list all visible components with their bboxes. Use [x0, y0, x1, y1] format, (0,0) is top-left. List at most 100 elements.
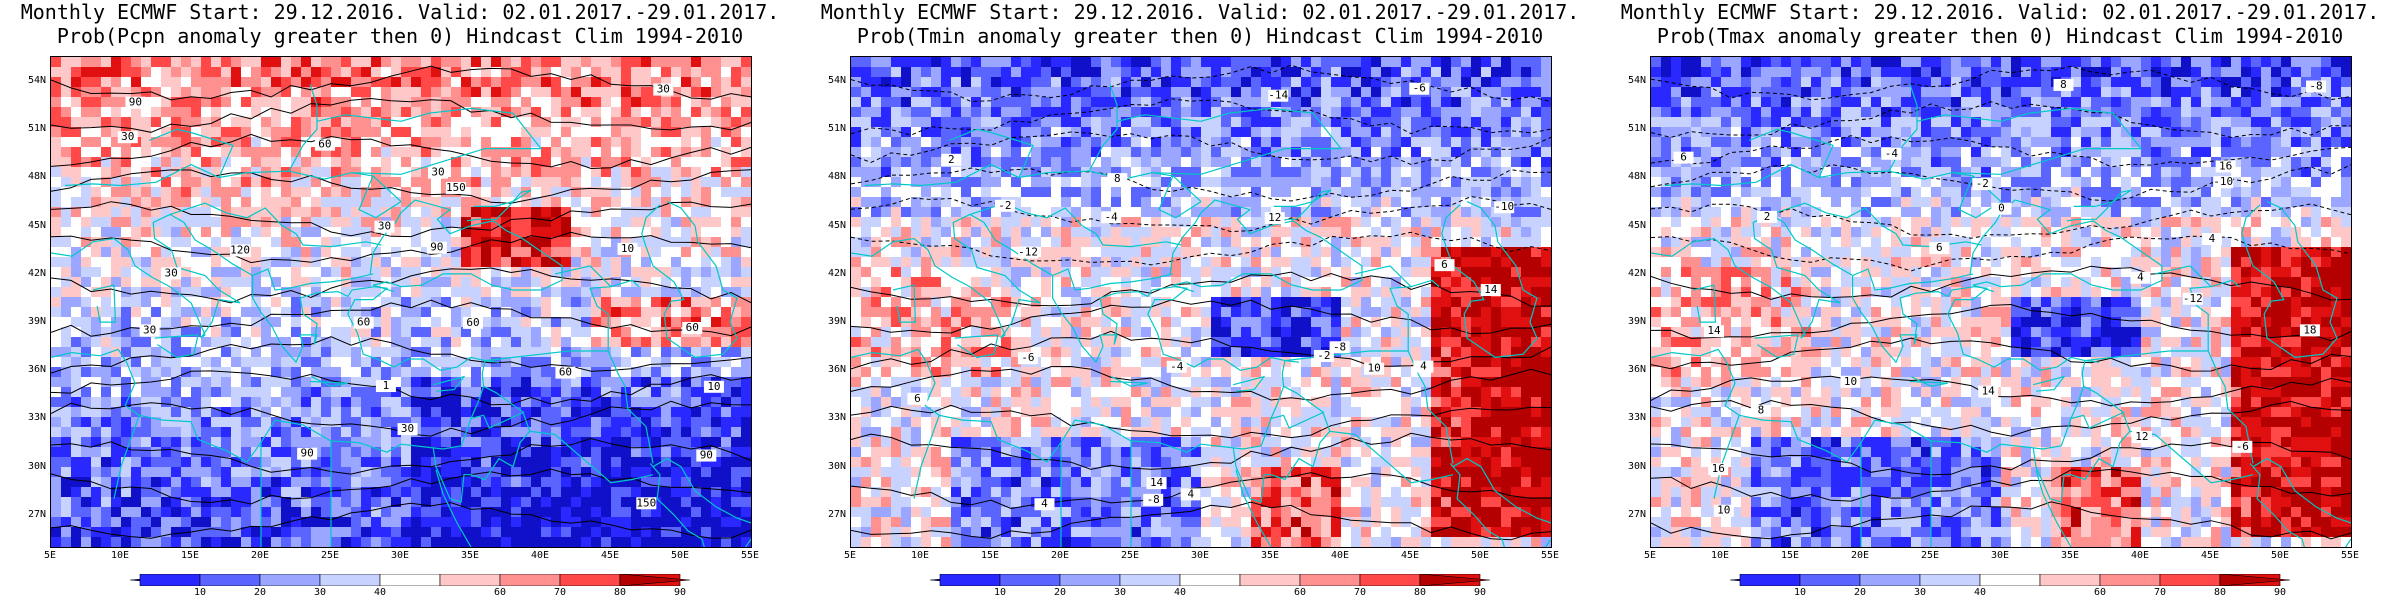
- panel-title: Monthly ECMWF Start: 29.12.2016. Valid: …: [1600, 0, 2400, 48]
- contour-label: -2: [998, 199, 1011, 212]
- latitude-label: 30N: [27, 460, 46, 472]
- colorbar-swatch: [1359, 574, 1421, 586]
- longitude-label: 35E: [460, 550, 480, 561]
- contour-label: 90: [430, 241, 443, 254]
- contour-label: 8: [1114, 172, 1121, 185]
- colorbar-label: 80: [613, 587, 627, 598]
- coastlines-borders: [1651, 84, 2351, 547]
- colorbar: [1730, 574, 2290, 586]
- latitude-label: 42N: [1627, 267, 1646, 279]
- contour-label: 14: [1982, 385, 1996, 398]
- latitude-label: 33N: [827, 412, 846, 424]
- title-line-2: Prob(Pcpn anomaly greater then 0) Hindca…: [56, 24, 744, 48]
- title-line-1: Monthly ECMWF Start: 29.12.2016. Valid: …: [20, 0, 780, 24]
- latitude-label: 54N: [27, 75, 46, 87]
- colorbar-swatch: [619, 574, 690, 586]
- colorbar: [930, 574, 1490, 586]
- contour-label: 14: [1484, 283, 1498, 296]
- longitude-label: 15E: [980, 550, 1000, 561]
- colorbar-swatch: [939, 574, 1001, 586]
- contour-label: 150: [446, 181, 466, 194]
- contour-label: 16: [1712, 462, 1725, 475]
- contour-label: 60: [686, 321, 699, 334]
- colorbar-label: 80: [2213, 587, 2227, 598]
- colorbar-swatch: [379, 574, 441, 586]
- colorbar-swatch: [1239, 574, 1301, 586]
- contour-label: 6: [1441, 258, 1448, 271]
- longitude-label: 25E: [1120, 550, 1140, 561]
- colorbar-label: 30: [1113, 587, 1127, 598]
- longitude-label: 40E: [1330, 550, 1350, 561]
- longitude-label: 55E: [1540, 550, 1560, 561]
- contour-label: 60: [318, 138, 331, 151]
- colorbar: [130, 574, 690, 586]
- longitude-label: 40E: [530, 550, 550, 561]
- colorbar-swatch: [2039, 574, 2101, 586]
- contour-label: -10: [1494, 200, 1514, 213]
- contour-label: -4: [1105, 210, 1119, 223]
- longitude-label: 25E: [1920, 550, 1940, 561]
- contour-label: 10: [1717, 504, 1730, 517]
- contour-label: 30: [401, 422, 414, 435]
- colorbar-label: 40: [1973, 587, 1987, 598]
- contour-label: -10: [2213, 175, 2233, 188]
- contour-labels: -12 -10 -8 -6 -4 -2 0 2 4 6 8 10 12 14 16 18 4 6 8 10 16 14: [1673, 78, 2327, 517]
- contour-label: -2: [1976, 177, 1989, 190]
- latitude-label: 42N: [27, 267, 46, 279]
- longitude-label: 55E: [740, 550, 760, 561]
- longitude-label: 45E: [2200, 550, 2220, 561]
- contour-label: 12: [1268, 211, 1281, 224]
- contour-label: 90: [301, 447, 314, 460]
- probability-shading: [851, 57, 1551, 547]
- colorbar-label: 40: [373, 587, 387, 598]
- longitude-label: 35E: [1260, 550, 1280, 561]
- contour-label: 6: [1936, 241, 1943, 254]
- latitude-label: 30N: [827, 460, 846, 472]
- longitude-label: 20E: [250, 550, 270, 561]
- contour-label: 4: [1187, 487, 1194, 500]
- contour-label: 6: [1680, 151, 1687, 164]
- contour-label: 14: [1150, 476, 1164, 489]
- longitude-label: 5E: [43, 550, 57, 561]
- colorbar-label: 60: [2093, 587, 2107, 598]
- panel-title: Monthly ECMWF Start: 29.12.2016. Valid: …: [0, 0, 800, 48]
- contour-label: -4: [1885, 147, 1899, 160]
- latitude-label: 27N: [27, 508, 46, 520]
- contour-label: 60: [559, 366, 572, 379]
- contour-label: 10: [621, 242, 634, 255]
- latitude-label: 54N: [1627, 75, 1646, 87]
- probability-map: 60 60 60 90 90 120 150 90 90 60 30 30 30 10 30 1 30 30 10 1…: [51, 57, 751, 547]
- contour-label: 30: [657, 83, 670, 96]
- colorbar-label: 10: [193, 587, 207, 598]
- contour-label: -14: [1268, 89, 1288, 102]
- longitude-label: 20E: [1050, 550, 1070, 561]
- longitude-label: 30E: [1990, 550, 2010, 561]
- panel-pcpn: Monthly ECMWF Start: 29.12.2016. Valid: …: [0, 0, 800, 600]
- longitude-label: 35E: [2060, 550, 2080, 561]
- latitude-label: 36N: [27, 364, 46, 376]
- latitude-label: 39N: [27, 316, 46, 328]
- contour-label: -12: [1018, 246, 1038, 259]
- contour-label: 8: [2060, 78, 2067, 91]
- contour-label: 30: [431, 166, 444, 179]
- latitude-label: 48N: [827, 171, 846, 183]
- longitude-label: 30E: [1190, 550, 1210, 561]
- contour-label: 30: [378, 220, 391, 233]
- panel-tmin: Monthly ECMWF Start: 29.12.2016. Valid: …: [800, 0, 1600, 600]
- longitude-label: 10E: [1710, 550, 1730, 561]
- contour-label: 60: [466, 316, 479, 329]
- contour-label: 4: [1420, 360, 1427, 373]
- colorbar-label: 30: [1913, 587, 1927, 598]
- contour-label: 30: [164, 266, 177, 279]
- contour-label: -4: [1170, 360, 1184, 373]
- contour-label: 2: [1764, 210, 1771, 223]
- contour-label: 120: [230, 243, 250, 256]
- longitude-label: 5E: [843, 550, 857, 561]
- latitude-label: 45N: [1627, 219, 1646, 231]
- contour-label: 12: [2135, 430, 2148, 443]
- coastlines-borders: [51, 84, 751, 547]
- probability-shading: [1651, 57, 2351, 547]
- panel-title: Monthly ECMWF Start: 29.12.2016. Valid: …: [800, 0, 1600, 48]
- contour-label: 4: [2137, 271, 2144, 284]
- contour-label: 8: [1758, 404, 1765, 417]
